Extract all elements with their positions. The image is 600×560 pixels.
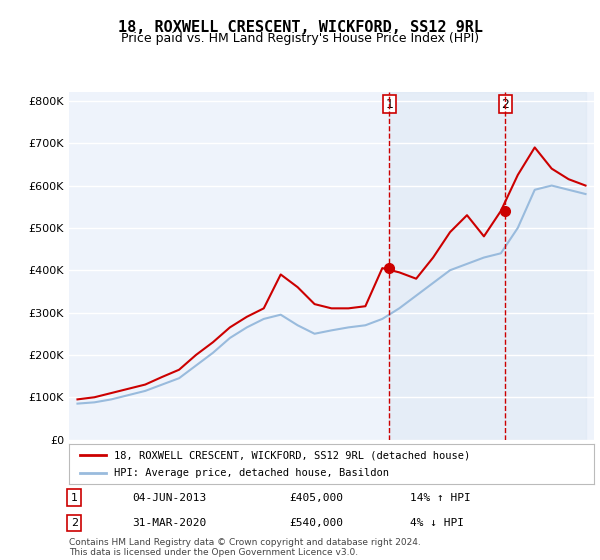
Text: 1: 1 (71, 493, 78, 503)
Text: 18, ROXWELL CRESCENT, WICKFORD, SS12 9RL (detached house): 18, ROXWELL CRESCENT, WICKFORD, SS12 9RL… (113, 450, 470, 460)
Text: 2: 2 (501, 97, 509, 111)
Text: 18, ROXWELL CRESCENT, WICKFORD, SS12 9RL: 18, ROXWELL CRESCENT, WICKFORD, SS12 9RL (118, 20, 482, 35)
Text: Contains HM Land Registry data © Crown copyright and database right 2024.
This d: Contains HM Land Registry data © Crown c… (69, 538, 421, 557)
Text: Price paid vs. HM Land Registry's House Price Index (HPI): Price paid vs. HM Land Registry's House … (121, 32, 479, 45)
Text: 1: 1 (385, 97, 394, 111)
Text: 2: 2 (71, 518, 78, 528)
Text: HPI: Average price, detached house, Basildon: HPI: Average price, detached house, Basi… (113, 468, 389, 478)
Text: 04-JUN-2013: 04-JUN-2013 (132, 493, 206, 503)
Text: 4% ↓ HPI: 4% ↓ HPI (410, 518, 464, 528)
Text: 31-MAR-2020: 31-MAR-2020 (132, 518, 206, 528)
Text: £405,000: £405,000 (290, 493, 343, 503)
Text: £540,000: £540,000 (290, 518, 343, 528)
Bar (389, 92, 586, 440)
Text: 14% ↑ HPI: 14% ↑ HPI (410, 493, 471, 503)
